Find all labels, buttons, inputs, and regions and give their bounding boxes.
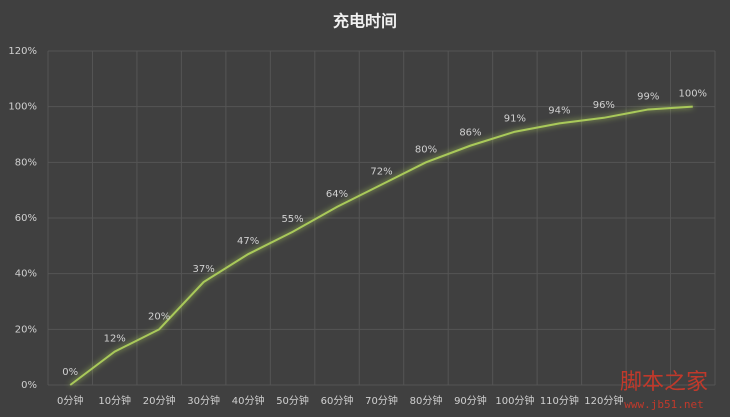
x-tick-label: 60分钟 — [321, 394, 354, 407]
x-tick-label: 100分钟 — [495, 394, 534, 407]
x-tick-label: 120分钟 — [584, 394, 623, 407]
watermark-url: www.jb51.net — [624, 398, 703, 411]
data-label: 99% — [637, 91, 659, 102]
x-tick-label: 30分钟 — [187, 394, 220, 407]
y-tick-label: 100% — [8, 102, 37, 113]
data-label: 80% — [415, 144, 437, 155]
data-label: 94% — [548, 105, 570, 116]
x-tick-label: 70分钟 — [365, 394, 398, 407]
y-tick-label: 0% — [21, 380, 37, 391]
x-tick-label: 50分钟 — [276, 394, 309, 407]
data-label: 37% — [193, 264, 215, 275]
data-label: 12% — [104, 334, 126, 345]
y-tick-label: 40% — [15, 269, 37, 280]
data-label: 20% — [148, 311, 170, 322]
data-label: 86% — [459, 128, 481, 139]
data-label: 47% — [237, 236, 259, 247]
chart-title: 充电时间 — [333, 12, 397, 31]
y-tick-label: 60% — [15, 213, 37, 224]
data-label: 91% — [504, 114, 526, 125]
data-label: 64% — [326, 189, 348, 200]
data-label: 55% — [281, 214, 303, 225]
x-tick-label: 110分钟 — [540, 394, 579, 407]
x-tick-label: 90分钟 — [454, 394, 487, 407]
line — [69, 105, 693, 386]
watermark: 脚本之家 — [620, 370, 708, 395]
x-tick-label: 40分钟 — [232, 394, 265, 407]
y-tick-label: 80% — [15, 157, 37, 168]
data-label: 100% — [678, 89, 707, 100]
x-tick-label: 20分钟 — [143, 394, 176, 407]
y-tick-label: 120% — [8, 46, 37, 57]
data-label: 72% — [370, 167, 392, 178]
x-tick-label: 10分钟 — [98, 394, 131, 407]
data-label: 96% — [593, 100, 615, 111]
data-label: 0% — [62, 367, 78, 378]
x-tick-label: 0分钟 — [57, 394, 83, 407]
y-tick-label: 20% — [15, 324, 37, 335]
x-tick-label: 80分钟 — [410, 394, 443, 407]
